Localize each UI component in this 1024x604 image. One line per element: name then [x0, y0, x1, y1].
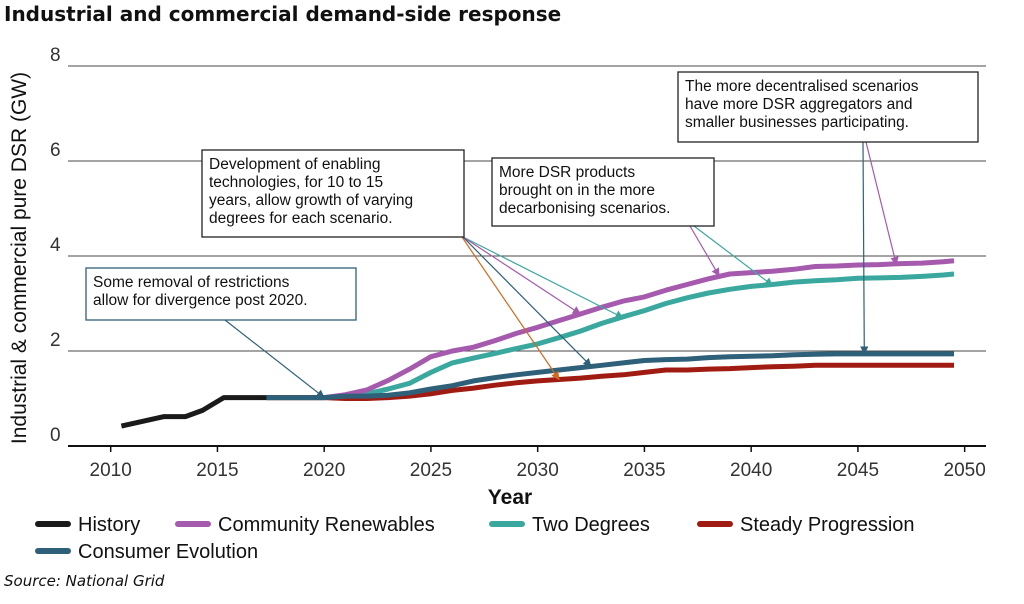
annotation-arrow — [462, 236, 582, 315]
annotation-text: degrees for each scenario. — [209, 210, 393, 227]
x-tick-label: 2030 — [517, 460, 559, 481]
legend-item-history: History — [35, 514, 140, 536]
annotation-text: Development of enabling — [209, 156, 380, 173]
y-tick-label: 6 — [50, 140, 61, 161]
annotation-arrow — [865, 141, 899, 266]
source-note: Source: National Grid — [4, 572, 165, 590]
annotation-arrow — [860, 141, 869, 355]
legend: History Community Renewables Two Degrees St… — [35, 514, 915, 563]
annotation-arrow — [224, 319, 325, 399]
x-tick-label: 2010 — [90, 460, 132, 481]
y-axis-ticks: 0 2 4 6 8 — [50, 45, 61, 446]
series-line-steady-progression — [266, 362, 954, 401]
annotation-arrow — [462, 236, 624, 319]
x-tick-label: 2045 — [837, 460, 879, 481]
x-tick-label: 2020 — [303, 460, 345, 481]
annotation-text: have more DSR aggregators and — [685, 96, 912, 113]
y-tick-label: 4 — [50, 235, 61, 256]
series-lines — [120, 258, 955, 429]
x-tick-label: 2035 — [623, 460, 665, 481]
annotation-arrow — [693, 225, 774, 286]
legend-item-community-renewables: Community Renewables — [175, 514, 435, 536]
legend-item-two-degrees: Two Degrees — [489, 514, 650, 536]
legend-item-steady-progression: Steady Progression — [697, 514, 915, 536]
legend-label: Community Renewables — [218, 514, 435, 536]
x-tick-label: 2050 — [944, 460, 986, 481]
series-line-community-renewables — [266, 258, 955, 401]
legend-label: Two Degrees — [532, 514, 650, 536]
y-tick-label: 8 — [50, 45, 61, 66]
x-tick-label: 2040 — [730, 460, 772, 481]
annotation-text: allow for divergence post 2020. — [93, 292, 308, 309]
legend-label: History — [78, 514, 140, 536]
annotation-arrows — [224, 141, 899, 399]
x-axis: 2010 2015 2020 2025 2030 2035 2040 2045 2050 — [68, 445, 986, 481]
x-tick-label: 2015 — [196, 460, 238, 481]
annotation-arrow — [461, 236, 560, 381]
x-tick-label: 2025 — [410, 460, 452, 481]
legend-label: Steady Progression — [740, 514, 915, 536]
legend-label: Consumer Evolution — [78, 541, 258, 563]
series-line-consumer-evolution — [266, 351, 954, 401]
y-tick-label: 2 — [50, 330, 61, 351]
annotation-text: The more decentralised scenarios — [685, 78, 919, 95]
annotation-box — [491, 157, 715, 227]
legend-item-consumer-evolution: Consumer Evolution — [35, 541, 258, 563]
annotation-arrow — [462, 236, 592, 367]
series-line-history — [120, 395, 267, 429]
annotation-text: Some removal of restrictions — [93, 274, 290, 291]
annotation-text: decarbonising scenarios. — [499, 200, 670, 217]
annotation-text: technologies, for 10 to 15 — [209, 174, 383, 191]
series-line-two-degrees — [266, 271, 955, 401]
x-axis-title: Year — [488, 486, 532, 509]
annotation-text: brought on in the more — [499, 182, 655, 199]
annotation-text: More DSR products — [499, 164, 635, 181]
page-title: Industrial and commercial demand-side re… — [4, 2, 562, 26]
annotation-box — [677, 71, 979, 143]
annotation-text: smaller businesses participating. — [685, 114, 909, 131]
annotation-arrow — [689, 225, 720, 277]
annotation-text: years, allow growth of varying — [209, 192, 413, 209]
annotation-box — [201, 149, 465, 238]
y-axis-title: Industrial & commercial pure DSR (GW) — [8, 72, 31, 444]
annotation-box — [85, 267, 357, 321]
y-tick-label: 0 — [50, 425, 61, 446]
